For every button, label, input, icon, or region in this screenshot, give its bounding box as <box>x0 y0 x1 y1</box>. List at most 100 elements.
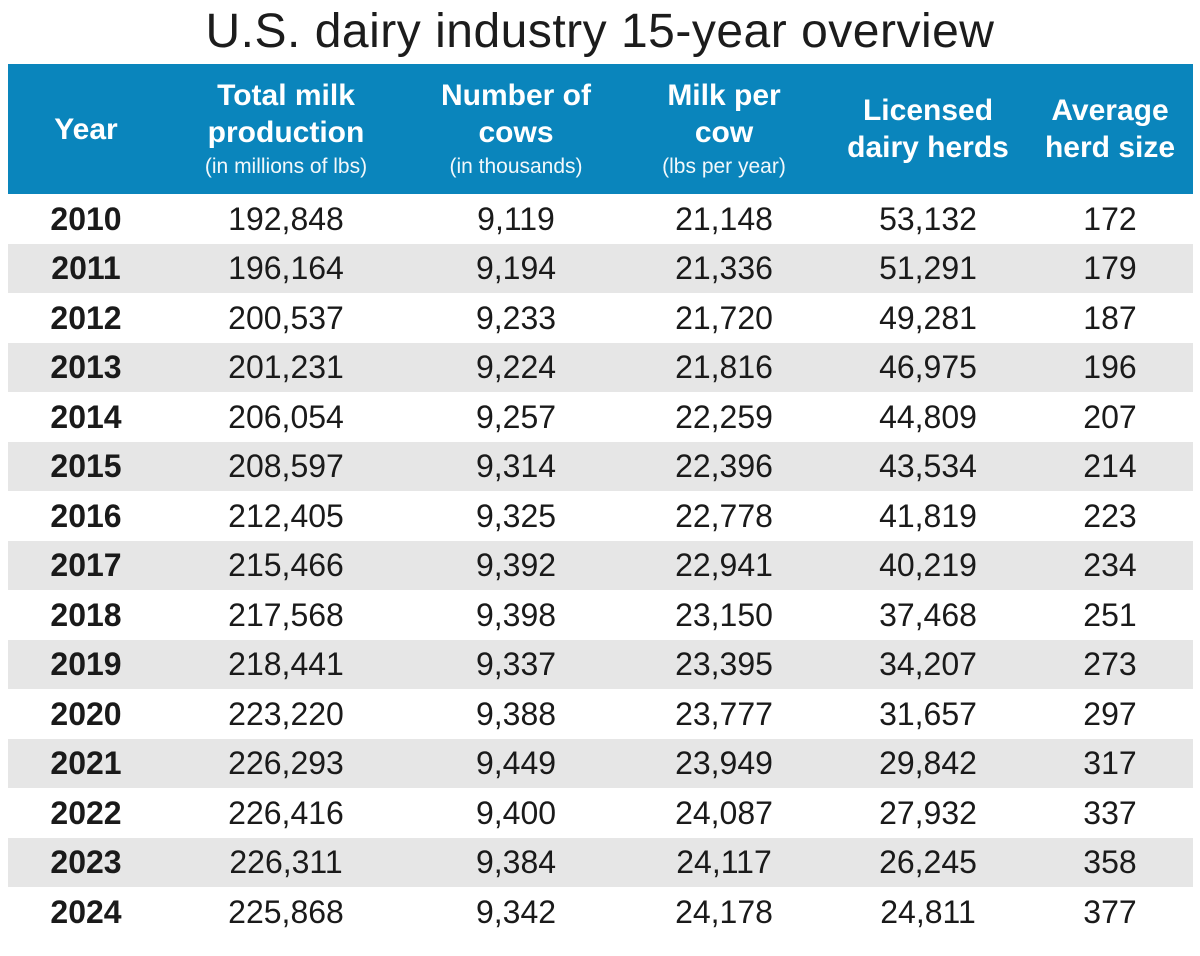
number-of-cows-cell: 9,224 <box>475 349 557 386</box>
milk-per-cow-cell: 21,816 <box>675 349 773 386</box>
year-cell: 2012 <box>50 299 122 336</box>
year-cell: 2010 <box>50 200 122 237</box>
column-header-number-of-cows: Number of cows (in thousands) <box>426 64 606 194</box>
column-header-unit: (in millions of lbs) <box>204 155 368 178</box>
total-milk-production-cell: 225,868 <box>228 893 344 930</box>
milk-per-cow-cell: 24,087 <box>675 794 773 831</box>
licensed-dairy-herds-cell: 26,245 <box>879 844 977 881</box>
year-cell: 2015 <box>50 448 122 485</box>
total-milk-production-cell: 226,416 <box>228 794 344 831</box>
milk-per-cow-cell: 22,778 <box>675 497 773 534</box>
column-header-label: Total milk <box>217 79 355 112</box>
licensed-dairy-herds-cell: 29,842 <box>879 745 977 782</box>
milk-per-cow-cell: 23,777 <box>675 695 773 732</box>
licensed-dairy-herds-cell: 53,132 <box>879 200 977 237</box>
total-milk-production-cell: 212,405 <box>228 497 344 534</box>
column-header-label: herd size <box>1044 131 1176 164</box>
milk-per-cow-cell: 21,336 <box>675 250 773 287</box>
number-of-cows-cell: 9,194 <box>475 250 557 287</box>
licensed-dairy-herds-cell: 41,819 <box>879 497 977 534</box>
column-header-average-herd-size: Average herd size <box>1040 64 1180 194</box>
table-row: 2016 212,405 9,325 22,778 41,819 223 <box>8 491 1193 541</box>
licensed-dairy-herds-cell: 37,468 <box>879 596 977 633</box>
average-herd-size-cell: 234 <box>1083 547 1137 584</box>
table-row: 2023 226,311 9,384 24,117 26,245 358 <box>8 837 1193 887</box>
year-cell: 2013 <box>50 349 122 386</box>
year-cell: 2018 <box>50 596 122 633</box>
average-herd-size-cell: 317 <box>1083 745 1137 782</box>
milk-per-cow-cell: 23,395 <box>675 646 773 683</box>
table-row: 2011 196,164 9,194 21,336 51,291 179 <box>8 243 1193 293</box>
column-header-year: Year <box>28 64 144 194</box>
year-cell: 2024 <box>50 893 122 930</box>
number-of-cows-cell: 9,119 <box>477 200 555 237</box>
number-of-cows-cell: 9,337 <box>475 646 557 683</box>
total-milk-production-cell: 226,293 <box>228 745 344 782</box>
table-row: 2024 225,868 9,342 24,178 24,811 377 <box>8 887 1193 937</box>
column-header-label: Average <box>1051 94 1169 127</box>
total-milk-production-cell: 215,466 <box>228 547 344 584</box>
milk-per-cow-cell: 24,178 <box>675 893 773 930</box>
average-herd-size-cell: 179 <box>1083 250 1137 287</box>
milk-per-cow-cell: 22,396 <box>675 448 773 485</box>
column-header-label: Milk per <box>667 79 781 112</box>
average-herd-size-cell: 251 <box>1083 596 1137 633</box>
average-herd-size-cell: 207 <box>1083 398 1137 435</box>
table-row: 2014 206,054 9,257 22,259 44,809 207 <box>8 392 1193 442</box>
average-herd-size-cell: 297 <box>1083 695 1137 732</box>
year-cell: 2014 <box>50 398 122 435</box>
licensed-dairy-herds-cell: 49,281 <box>879 299 977 336</box>
column-header-label: production <box>207 116 365 149</box>
table-row: 2012 200,537 9,233 21,720 49,281 187 <box>8 293 1193 343</box>
table-row: 2018 217,568 9,398 23,150 37,468 251 <box>8 590 1193 640</box>
table-row: 2015 208,597 9,314 22,396 43,534 214 <box>8 441 1193 491</box>
milk-per-cow-cell: 22,941 <box>675 547 773 584</box>
column-header-label: dairy herds <box>847 131 1009 164</box>
column-header-total-milk-production: Total milk production (in millions of lb… <box>186 64 386 194</box>
average-herd-size-cell: 214 <box>1083 448 1137 485</box>
year-cell: 2016 <box>50 497 122 534</box>
table-row: 2021 226,293 9,449 23,949 29,842 317 <box>8 738 1193 788</box>
page-title: U.S. dairy industry 15-year overview <box>205 4 995 58</box>
table-header: Year Total milk production (in millions … <box>8 64 1193 194</box>
licensed-dairy-herds-cell: 34,207 <box>879 646 977 683</box>
column-header-label: Year <box>54 112 118 146</box>
number-of-cows-cell: 9,400 <box>475 794 557 831</box>
table-row: 2013 201,231 9,224 21,816 46,975 196 <box>8 342 1193 392</box>
average-herd-size-cell: 172 <box>1083 200 1137 237</box>
number-of-cows-cell: 9,325 <box>475 497 557 534</box>
number-of-cows-cell: 9,388 <box>475 695 557 732</box>
number-of-cows-cell: 9,314 <box>475 448 557 485</box>
table-row: 2019 218,441 9,337 23,395 34,207 273 <box>8 639 1193 689</box>
column-header-label: cows <box>478 116 554 149</box>
column-header-unit: (lbs per year) <box>662 155 786 178</box>
number-of-cows-cell: 9,257 <box>475 398 557 435</box>
licensed-dairy-herds-cell: 51,291 <box>879 250 977 287</box>
milk-per-cow-cell: 23,949 <box>675 745 773 782</box>
total-milk-production-cell: 200,537 <box>228 299 344 336</box>
average-herd-size-cell: 337 <box>1083 794 1137 831</box>
average-herd-size-cell: 187 <box>1083 299 1137 336</box>
table-row: 2020 223,220 9,388 23,777 31,657 297 <box>8 689 1193 739</box>
total-milk-production-cell: 201,231 <box>228 349 344 386</box>
licensed-dairy-herds-cell: 46,975 <box>879 349 977 386</box>
total-milk-production-cell: 208,597 <box>228 448 344 485</box>
number-of-cows-cell: 9,449 <box>475 745 557 782</box>
milk-per-cow-cell: 23,150 <box>675 596 773 633</box>
year-cell: 2023 <box>50 844 122 881</box>
year-cell: 2020 <box>50 695 122 732</box>
licensed-dairy-herds-cell: 31,657 <box>879 695 977 732</box>
total-milk-production-cell: 217,568 <box>228 596 344 633</box>
total-milk-production-cell: 226,311 <box>229 844 343 881</box>
average-herd-size-cell: 273 <box>1083 646 1137 683</box>
average-herd-size-cell: 358 <box>1083 844 1137 881</box>
total-milk-production-cell: 218,441 <box>228 646 344 683</box>
licensed-dairy-herds-cell: 24,811 <box>880 893 976 930</box>
milk-per-cow-cell: 21,148 <box>675 200 773 237</box>
number-of-cows-cell: 9,392 <box>475 547 557 584</box>
total-milk-production-cell: 192,848 <box>228 200 344 237</box>
milk-per-cow-cell: 22,259 <box>675 398 773 435</box>
table-row: 2017 215,466 9,392 22,941 40,219 234 <box>8 540 1193 590</box>
column-header-unit: (in thousands) <box>449 155 583 178</box>
total-milk-production-cell: 206,054 <box>228 398 344 435</box>
